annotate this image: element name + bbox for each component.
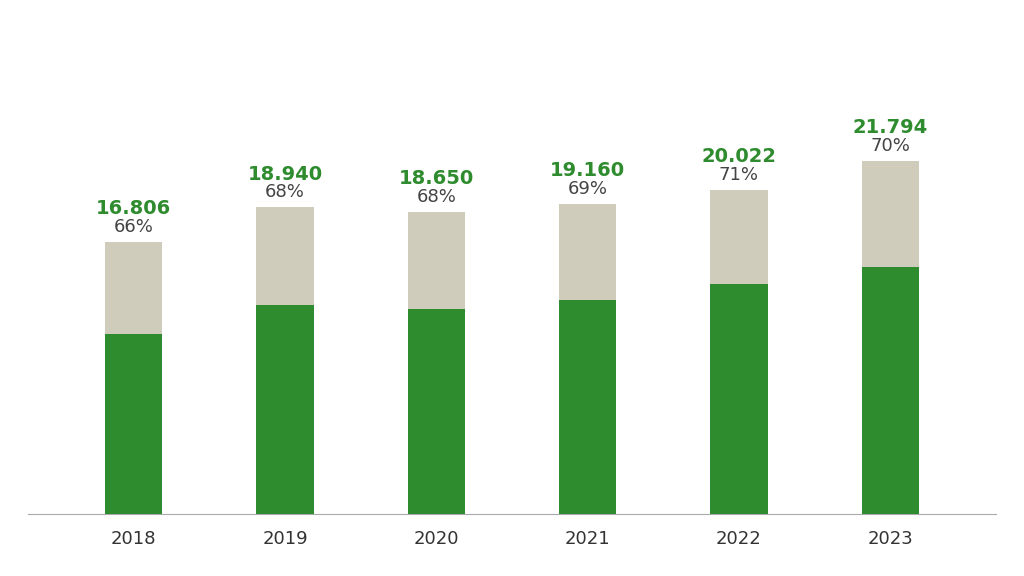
Bar xyxy=(408,212,465,514)
Text: 70%: 70% xyxy=(870,137,910,155)
Bar xyxy=(559,300,616,514)
Text: 20.022: 20.022 xyxy=(701,147,776,166)
Bar xyxy=(104,335,163,514)
Bar xyxy=(104,242,163,514)
Bar xyxy=(711,190,768,514)
Bar xyxy=(559,203,616,514)
Bar xyxy=(711,284,768,514)
Text: 18.650: 18.650 xyxy=(398,169,474,188)
Text: 21.794: 21.794 xyxy=(853,118,928,137)
Text: 66%: 66% xyxy=(114,218,154,236)
Bar xyxy=(256,207,313,514)
Text: 18.940: 18.940 xyxy=(248,165,323,184)
Text: 69%: 69% xyxy=(567,180,607,198)
Bar xyxy=(408,309,465,514)
Text: 68%: 68% xyxy=(265,183,305,202)
Text: 68%: 68% xyxy=(417,188,457,206)
Text: 71%: 71% xyxy=(719,166,759,184)
Bar xyxy=(861,267,920,514)
Text: 16.806: 16.806 xyxy=(96,199,171,218)
Bar xyxy=(256,305,313,514)
Bar xyxy=(861,161,920,514)
Text: 19.160: 19.160 xyxy=(550,161,626,180)
